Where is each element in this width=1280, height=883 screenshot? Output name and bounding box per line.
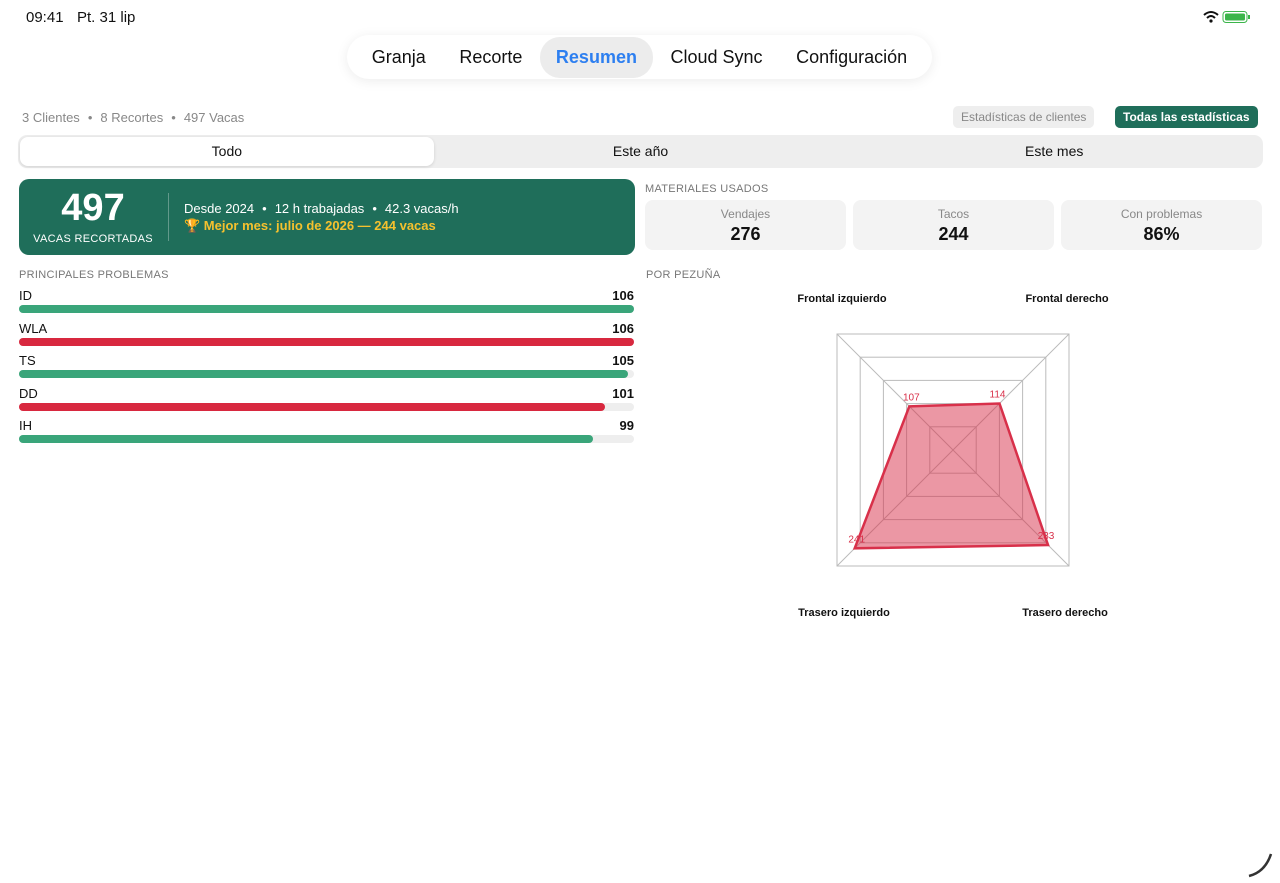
stat-button[interactable]: Estadísticas de clientes bbox=[953, 106, 1095, 128]
status-icons bbox=[1203, 11, 1250, 23]
material-value: 86% bbox=[1143, 224, 1180, 244]
tab[interactable]: Recorte bbox=[459, 46, 523, 67]
problem-value: 106 bbox=[612, 320, 634, 336]
problem-value: 99 bbox=[619, 418, 634, 433]
problem-row: ID 106 bbox=[19, 288, 634, 318]
hoof-radar: 107 Frontal izquierdo 114 Frontal derecho 24… bbox=[797, 293, 1108, 619]
stat-button[interactable]: Todas las estadísticas bbox=[1115, 106, 1258, 128]
material-card: Con problemas 86% bbox=[1061, 200, 1262, 250]
bar bbox=[19, 305, 634, 313]
tab-bar: Granja Recorte Resumen Cloud Sync Configurac… bbox=[347, 35, 932, 79]
period-control: Todo Este año Este mes bbox=[18, 135, 1263, 168]
radar-value: 241 bbox=[848, 534, 865, 545]
problem-row: DD 101 bbox=[19, 386, 634, 416]
material-label: Tacos bbox=[937, 207, 970, 221]
problem-row: IH 99 bbox=[19, 418, 634, 448]
hero-best: 🏆 Mejor mes: julio de 2026 — 244 vacas bbox=[184, 218, 436, 233]
radar-area bbox=[852, 402, 1050, 550]
radar-value: 233 bbox=[1038, 531, 1055, 542]
problem-label: DD bbox=[19, 385, 38, 401]
material-card: Vendajes 276 bbox=[645, 200, 846, 250]
problem-label: ID bbox=[19, 288, 32, 303]
radar-value: 114 bbox=[990, 389, 1006, 400]
hero-label: VACAS RECORTADAS bbox=[33, 233, 153, 245]
material-card: Tacos 244 bbox=[853, 200, 1054, 250]
bar bbox=[19, 370, 629, 378]
hero-detail: Desde 2024 bbox=[184, 201, 255, 216]
summary-item: 8 Recortes bbox=[80, 110, 163, 125]
material-value: 276 bbox=[730, 224, 761, 244]
tab[interactable]: Cloud Sync bbox=[670, 46, 763, 67]
tab[interactable]: Resumen bbox=[539, 36, 653, 78]
hero-detail: 12 h trabajadas bbox=[254, 201, 365, 216]
summary-item: 497 Vacas bbox=[163, 110, 244, 125]
problem-value: 101 bbox=[612, 385, 634, 401]
radar-label: Trasero derecho bbox=[1022, 607, 1108, 619]
period-option[interactable]: Este mes bbox=[1025, 143, 1084, 159]
status-date: Pt. 31 lip bbox=[77, 9, 136, 26]
problem-row: TS 105 bbox=[19, 353, 634, 383]
hero-value: 497 bbox=[61, 187, 125, 229]
material-value: 244 bbox=[938, 224, 969, 244]
problem-label: IH bbox=[19, 418, 32, 433]
period-option[interactable]: Todo bbox=[20, 137, 434, 166]
status-time: 09:41 bbox=[26, 9, 64, 26]
material-label: Con problemas bbox=[1120, 207, 1203, 221]
problem-label: WLA bbox=[19, 320, 48, 336]
hero-card: 497 VACAS RECORTADAS Desde 202412 h trab… bbox=[19, 179, 635, 255]
summary: 3 Clientes8 Recortes497 Vacas bbox=[22, 110, 244, 125]
bar bbox=[19, 435, 594, 443]
hero-detail: 42.3 vacas/h bbox=[364, 201, 459, 216]
radar-label: Frontal derecho bbox=[1025, 293, 1108, 305]
material-label: Vendajes bbox=[720, 207, 771, 221]
problem-value: 105 bbox=[612, 353, 634, 368]
radar-label: Trasero izquierdo bbox=[798, 607, 890, 619]
problem-label: TS bbox=[19, 353, 36, 368]
radar-label: Frontal izquierdo bbox=[797, 293, 887, 305]
problem-row: WLA 106 bbox=[19, 321, 634, 351]
hero-details: Desde 202412 h trabajadas42.3 vacas/h bbox=[184, 201, 459, 216]
section-title: MATERIALES USADOS bbox=[645, 183, 769, 195]
radar-value: 107 bbox=[903, 392, 920, 403]
summary-item: 3 Clientes bbox=[22, 110, 80, 125]
tab[interactable]: Configuración bbox=[796, 46, 908, 67]
problem-value: 106 bbox=[612, 288, 634, 303]
divider bbox=[168, 193, 169, 241]
bar bbox=[19, 337, 634, 346]
resize-handle bbox=[1248, 853, 1273, 878]
bar bbox=[19, 402, 605, 411]
section-title: PRINCIPALES PROBLEMAS bbox=[19, 269, 169, 281]
section-title: POR PEZUÑA bbox=[646, 269, 721, 281]
radar-ring bbox=[836, 333, 1070, 567]
period-option[interactable]: Este año bbox=[612, 143, 669, 159]
tab[interactable]: Granja bbox=[371, 46, 426, 67]
